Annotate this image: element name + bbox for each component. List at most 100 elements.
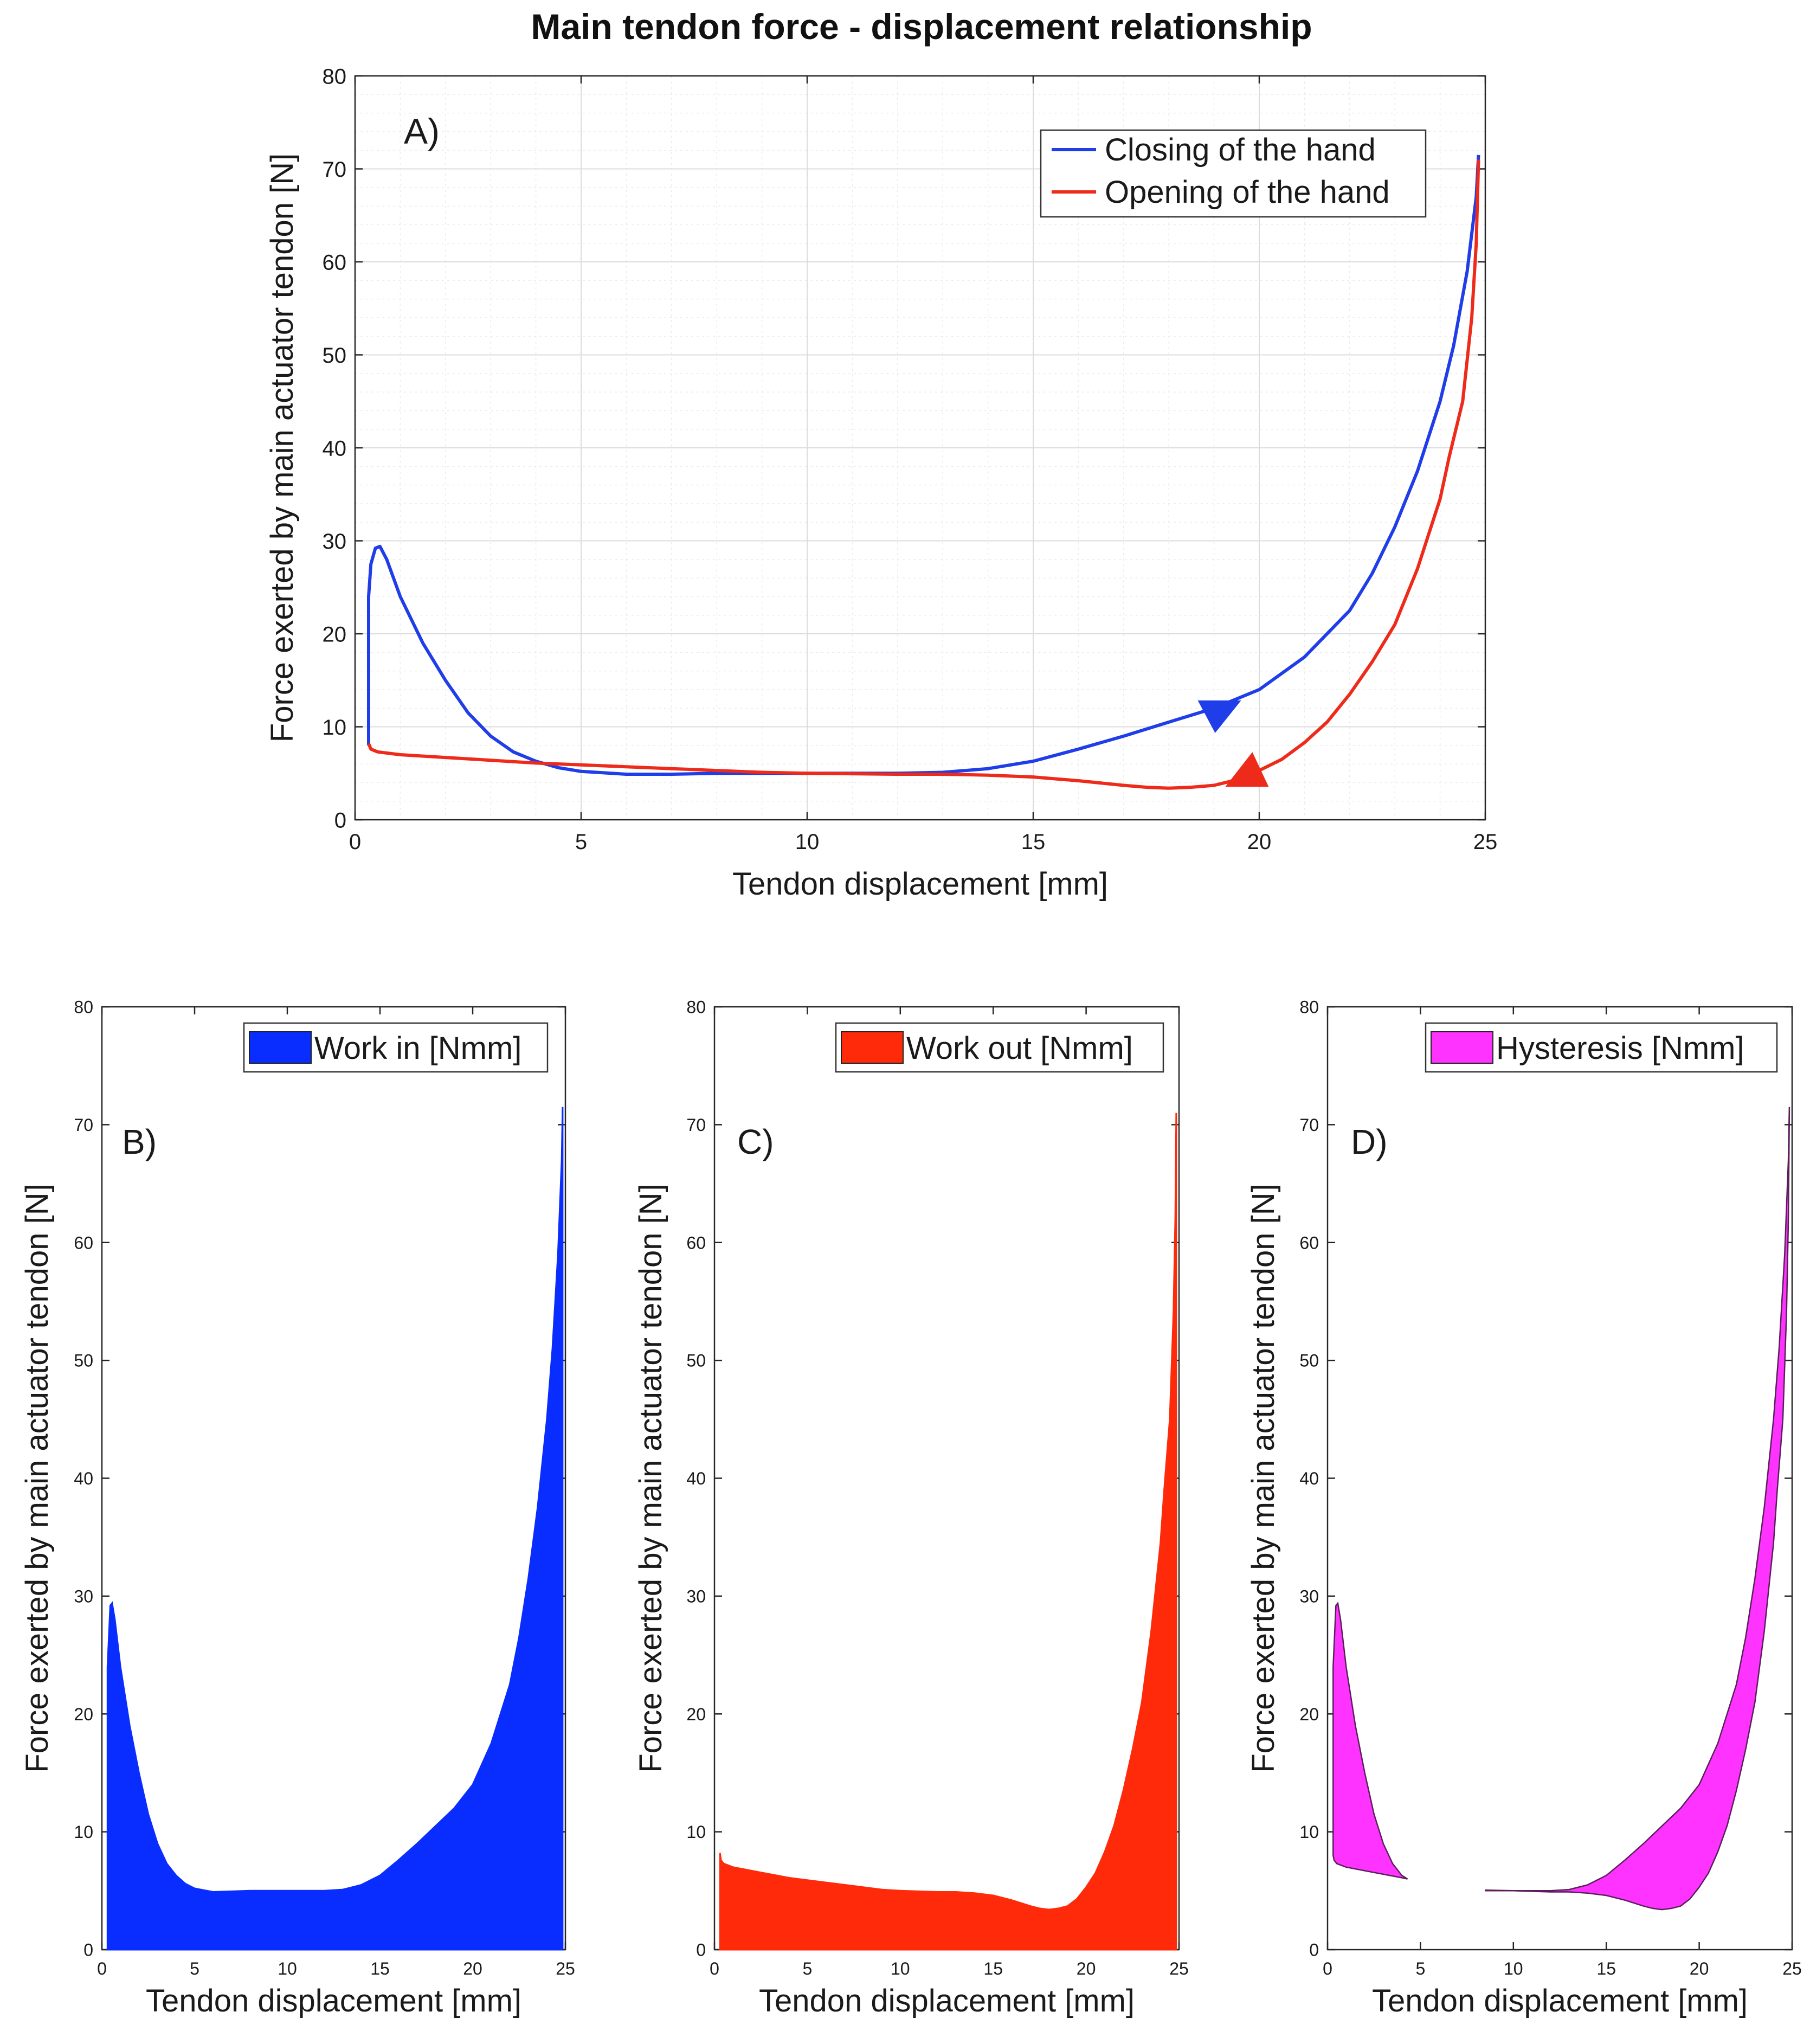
y-tick-label: 50 [323, 344, 347, 368]
y-tick-label: 40 [74, 1469, 93, 1488]
y-axis-label: Force exerted by main actuator tendon [N… [20, 1184, 55, 1772]
y-tick-label: 0 [1309, 1940, 1319, 1960]
y-tick-label: 80 [323, 65, 347, 88]
x-tick-label: 25 [1473, 830, 1498, 854]
series-line-closing [367, 155, 1480, 776]
x-tick-label: 10 [278, 1959, 297, 1978]
x-tick-label: 20 [463, 1959, 482, 1978]
y-tick-label: 20 [1299, 1705, 1319, 1724]
x-tick-label: 25 [1782, 1959, 1802, 1978]
legend: Work in [Nmm] [243, 1022, 549, 1073]
x-tick-label: 5 [803, 1959, 813, 1978]
panel-label: B) [122, 1122, 157, 1161]
y-tick-label: 0 [334, 808, 346, 832]
legend: Work out [Nmm] [835, 1022, 1164, 1073]
x-tick-label: 15 [983, 1959, 1003, 1978]
y-tick-label: 50 [1299, 1351, 1319, 1371]
x-tick-label: 15 [370, 1959, 390, 1978]
y-tick-label: 70 [1299, 1115, 1319, 1135]
legend-swatch [841, 1031, 904, 1064]
x-tick-label: 10 [891, 1959, 910, 1978]
direction-arrow [1225, 752, 1269, 787]
x-tick-label: 25 [556, 1959, 575, 1978]
legend-box [1040, 129, 1427, 218]
y-tick-label: 60 [686, 1233, 706, 1252]
x-tick-label: 10 [1504, 1959, 1523, 1978]
plot-frame [713, 1006, 1180, 1951]
legend-entry: Work out [Nmm] [906, 1031, 1133, 1066]
y-tick-label: 60 [74, 1233, 93, 1252]
y-axis-label: Force exerted by main actuator tendon [N… [265, 153, 300, 742]
legend-swatch [249, 1031, 312, 1064]
x-tick-label: 15 [1596, 1959, 1616, 1978]
x-axis-label: Tendon displacement [mm] [732, 866, 1108, 902]
y-tick-label: 30 [686, 1586, 706, 1606]
area-fill [719, 1113, 1177, 1951]
y-tick-label: 20 [323, 622, 347, 646]
panel-b: 0 5 10 15 20 25 0 10 20 30 40 50 60 70 80 Tendon displa… [20, 998, 575, 2019]
x-tick-label: 0 [710, 1959, 719, 1978]
x-axis-label: Tendon displacement [mm] [1372, 1983, 1748, 2019]
x-tick-label: 5 [190, 1959, 199, 1978]
panel-c: 0 5 10 15 20 25 0 10 20 30 40 50 60 70 80 Tendon displa… [633, 998, 1189, 2019]
y-tick-label: 10 [74, 1822, 93, 1842]
y-tick-label: 60 [323, 250, 347, 274]
y-tick-label: 80 [686, 998, 706, 1017]
y-tick-label: 30 [74, 1586, 93, 1606]
legend-entry: Opening of the hand [1105, 175, 1390, 210]
panel-label: D) [1351, 1122, 1388, 1161]
x-tick-label: 0 [97, 1959, 107, 1978]
legend-entry: Work in [Nmm] [314, 1031, 521, 1066]
y-tick-label: 80 [1299, 998, 1319, 1017]
x-axis-label: Tendon displacement [mm] [759, 1983, 1135, 2019]
y-tick-label: 70 [686, 1115, 706, 1135]
y-tick-label: 40 [686, 1469, 706, 1488]
y-tick-label: 20 [686, 1705, 706, 1724]
panel-label: C) [737, 1122, 774, 1161]
x-tick-label: 15 [1021, 830, 1046, 854]
y-axis-label: Force exerted by main actuator tendon [N… [1246, 1184, 1281, 1772]
area-fill [106, 1107, 564, 1951]
x-tick-label: 20 [1247, 830, 1272, 854]
y-tick-label: 10 [686, 1822, 706, 1842]
y-tick-label: 40 [1299, 1469, 1319, 1488]
legend: Hysteresis [Nmm] [1425, 1022, 1778, 1073]
x-axis-label: Tendon displacement [mm] [146, 1983, 521, 2019]
legend-entry: Closing of the hand [1105, 132, 1376, 168]
y-tick-label: 0 [696, 1940, 706, 1960]
panel-a: 0 5 10 15 20 25 0 10 20 30 40 50 60 70 80 Tendon displa… [265, 65, 1497, 902]
legend-swatch [1431, 1031, 1493, 1064]
y-tick-label: 70 [323, 158, 347, 182]
legend: Closing of the hand Opening of the hand [1040, 129, 1427, 218]
y-tick-label: 0 [83, 1940, 93, 1960]
panel-d: 0 5 10 15 20 25 0 10 20 30 40 50 60 70 80 Tendon displa… [1246, 998, 1802, 2019]
y-tick-label: 30 [1299, 1586, 1319, 1606]
x-tick-label: 5 [575, 830, 587, 854]
x-tick-label: 25 [1169, 1959, 1189, 1978]
y-axis-label: Force exerted by main actuator tendon [N… [633, 1184, 668, 1772]
x-tick-label: 0 [349, 830, 361, 854]
direction-arrow [1197, 700, 1241, 733]
x-tick-label: 5 [1416, 1959, 1426, 1978]
figure-title: Main tendon force - displacement relatio… [531, 7, 1312, 47]
y-tick-label: 30 [323, 530, 347, 554]
y-tick-label: 50 [686, 1351, 706, 1371]
y-tick-label: 70 [74, 1115, 93, 1135]
y-tick-label: 50 [74, 1351, 93, 1371]
hysteresis-region-1 [1332, 1601, 1408, 1880]
y-tick-label: 40 [323, 436, 347, 460]
y-tick-label: 10 [1299, 1822, 1319, 1842]
y-tick-label: 10 [323, 716, 347, 740]
y-tick-label: 80 [74, 998, 93, 1017]
hysteresis-region-2 [1485, 1107, 1790, 1911]
y-tick-label: 20 [74, 1705, 93, 1724]
x-tick-label: 0 [1323, 1959, 1332, 1978]
x-tick-label: 20 [1690, 1959, 1709, 1978]
series-line-opening [367, 159, 1480, 790]
y-tick-label: 60 [1299, 1233, 1319, 1252]
x-tick-label: 10 [795, 830, 820, 854]
legend-entry: Hysteresis [Nmm] [1496, 1031, 1744, 1066]
x-tick-label: 20 [1077, 1959, 1096, 1978]
panel-label: A) [404, 111, 440, 151]
